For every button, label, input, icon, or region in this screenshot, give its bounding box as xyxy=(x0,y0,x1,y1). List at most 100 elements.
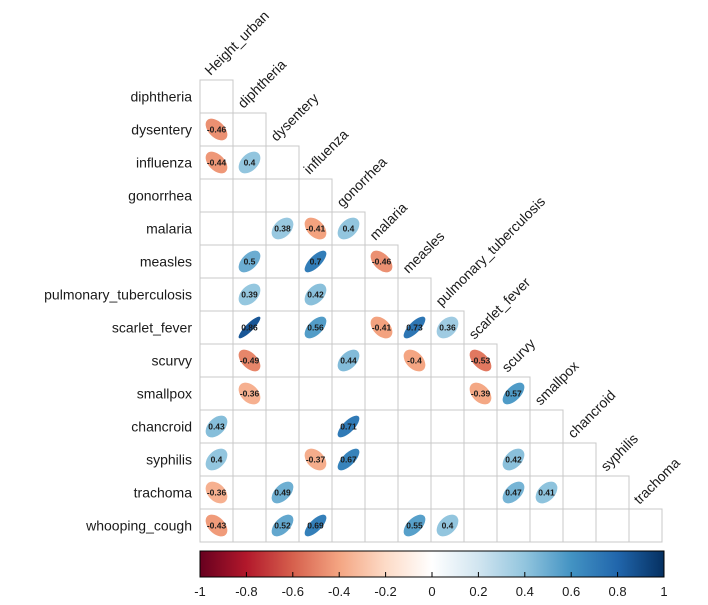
grid-cell xyxy=(232,508,267,543)
grid-cell xyxy=(331,244,366,279)
grid-cell xyxy=(430,409,465,444)
column-label: scurvy xyxy=(498,335,538,375)
grid-cell xyxy=(232,409,267,444)
correlation-ellipse xyxy=(469,382,492,405)
grid-cell xyxy=(298,475,333,510)
correlation-value-label: 0.73 xyxy=(406,323,423,333)
correlation-cell: 0.57 xyxy=(502,382,525,405)
row-label: malaria xyxy=(146,221,192,237)
correlation-ellipse xyxy=(370,250,393,273)
correlation-cell: 0.86 xyxy=(238,316,261,339)
grid-cell xyxy=(364,343,399,378)
correlation-value-label: 0.4 xyxy=(343,224,355,234)
grid xyxy=(199,79,663,543)
grid-cell xyxy=(265,277,300,312)
correlation-cell: 0.38 xyxy=(271,217,294,240)
colorbar-tick-label: -0.2 xyxy=(374,584,396,599)
correlation-ellipse xyxy=(403,316,426,339)
correlation-ellipse xyxy=(370,316,393,339)
column-label: scarlet_fever xyxy=(465,274,533,342)
correlation-value-label: 0.4 xyxy=(244,158,256,168)
correlation-value-label: 0.86 xyxy=(241,323,258,333)
correlation-value-label: -0.41 xyxy=(306,224,326,234)
correlation-value-label: 0.47 xyxy=(505,488,522,498)
grid-cell xyxy=(364,442,399,477)
column-labels: Height_urbandiphtheriadysenteryinfluenza… xyxy=(201,7,683,507)
correlation-value-label: 0.52 xyxy=(274,521,291,531)
correlation-value-label: -0.41 xyxy=(372,323,392,333)
grid-cell xyxy=(265,343,300,378)
correlation-ellipse xyxy=(205,448,228,471)
correlation-cell: 0.44 xyxy=(337,349,360,372)
grid-cell xyxy=(331,508,366,543)
ellipses: -0.46 -0.44 0.4 0.38 -0.41 0.4 0.5 0.7 -0.46 0.39… xyxy=(205,118,558,537)
correlation-ellipse xyxy=(337,415,360,438)
column-label: pulmonary_tuberculosis xyxy=(432,193,548,309)
grid-cell xyxy=(562,508,597,543)
correlation-cell: 0.4 xyxy=(337,217,360,240)
grid-cell xyxy=(595,475,630,510)
grid-cell xyxy=(397,442,432,477)
grid-cell xyxy=(298,376,333,411)
grid-cell xyxy=(298,409,333,444)
grid-cell xyxy=(232,442,267,477)
correlation-ellipse xyxy=(436,514,459,537)
correlation-ellipse xyxy=(238,250,261,273)
correlation-ellipse xyxy=(502,448,525,471)
correlation-cell: 0.55 xyxy=(403,514,426,537)
grid-cell xyxy=(199,211,234,246)
column-label: influenza xyxy=(300,126,351,177)
column-label: gonorrhea xyxy=(333,154,390,211)
grid-cell xyxy=(397,409,432,444)
column-label: Height_urban xyxy=(201,7,272,78)
correlation-ellipse xyxy=(436,316,459,339)
correlation-ellipse xyxy=(205,151,228,174)
correlation-cell: 0.39 xyxy=(238,283,261,306)
colorbar-tick-label: -1 xyxy=(194,584,206,599)
grid-cell xyxy=(562,475,597,510)
colorbar-tick-label: 1 xyxy=(660,584,667,599)
correlation-value-label: 0.41 xyxy=(538,488,555,498)
row-label: gonorrhea xyxy=(128,188,192,204)
grid-cell xyxy=(397,376,432,411)
correlation-ellipse xyxy=(403,349,426,372)
grid-cell xyxy=(463,442,498,477)
correlation-ellipse xyxy=(205,118,228,141)
correlation-ellipse xyxy=(502,481,525,504)
correlation-ellipse xyxy=(238,151,261,174)
correlation-value-label: 0.4 xyxy=(442,521,454,531)
grid-cell xyxy=(265,310,300,345)
correlation-ellipse xyxy=(271,481,294,504)
grid-cell xyxy=(529,442,564,477)
grid-cell xyxy=(232,211,267,246)
correlation-value-label: 0.42 xyxy=(505,455,522,465)
correlation-value-label: 0.7 xyxy=(310,257,322,267)
correlation-cell: 0.4 xyxy=(436,514,459,537)
grid-cell xyxy=(331,475,366,510)
grid-cell xyxy=(397,277,432,312)
correlation-ellipse xyxy=(238,283,261,306)
grid-cell xyxy=(265,376,300,411)
grid-cell xyxy=(496,409,531,444)
row-label: scarlet_fever xyxy=(112,320,192,336)
grid-cell xyxy=(463,409,498,444)
correlation-cell: 0.52 xyxy=(271,514,294,537)
correlation-ellipse xyxy=(304,250,327,273)
correlation-ellipse xyxy=(304,283,327,306)
grid-cell xyxy=(199,277,234,312)
grid-cell xyxy=(265,178,300,213)
correlation-cell: -0.49 xyxy=(238,349,261,372)
correlation-cell: 0.4 xyxy=(205,448,228,471)
correlation-cell: 0.73 xyxy=(403,316,426,339)
colorbar-tick-label: 0.2 xyxy=(469,584,487,599)
grid-cell xyxy=(463,475,498,510)
correlation-ellipse xyxy=(271,217,294,240)
correlation-ellipse xyxy=(304,316,327,339)
column-label: smallpox xyxy=(531,358,581,408)
correlation-value-label: 0.39 xyxy=(241,290,258,300)
correlation-ellipse xyxy=(304,448,327,471)
grid-cell xyxy=(595,508,630,543)
row-label: dysentery xyxy=(131,122,192,138)
correlation-cell: -0.41 xyxy=(370,316,393,339)
correlation-ellipse xyxy=(337,349,360,372)
